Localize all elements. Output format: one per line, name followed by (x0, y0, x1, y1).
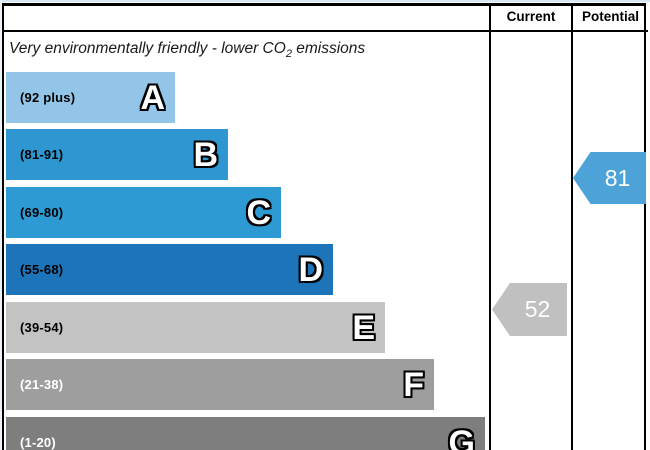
band-range-label: (69-80) (20, 205, 64, 220)
potential-column-divider (571, 3, 573, 450)
band-row-a: (92 plus) A (6, 72, 175, 123)
band-range-label: (1-20) (20, 435, 56, 450)
band-letter: A (140, 78, 165, 117)
band-letter: E (352, 308, 375, 347)
band-row-e: (39-54) E (6, 302, 385, 353)
column-header-current: Current (506, 9, 556, 24)
band-row-d: (55-68) D (6, 244, 333, 295)
band-range-label: (39-54) (20, 320, 64, 335)
band-row-b: (81-91) B (6, 129, 228, 180)
band-row-c: (69-80) C (6, 187, 281, 238)
band-range-label: (21-38) (20, 377, 64, 392)
column-header-potential: Potential (581, 9, 639, 24)
chart-frame (2, 3, 646, 450)
header-divider-line (2, 30, 648, 32)
band-range-label: (55-68) (20, 262, 64, 277)
band-letter: D (298, 250, 323, 289)
current-column-divider (489, 3, 491, 450)
current-rating-value: 52 (524, 296, 551, 322)
band-letter: F (403, 365, 424, 404)
potential-rating-arrow: 81 (573, 152, 646, 204)
current-rating-arrow: 52 (492, 283, 567, 336)
band-row-g: (1-20) G (6, 417, 485, 450)
chart-title-subscript: 2 (285, 48, 292, 61)
band-range-label: (81-91) (20, 147, 64, 162)
chart-title-text: Very environmentally friendly - lower CO (9, 40, 286, 57)
page-top-edge (0, 0, 650, 2)
band-letter: C (246, 193, 271, 232)
potential-rating-value: 81 (604, 164, 631, 191)
band-letter: G (448, 423, 475, 450)
chart-title: Very environmentally friendly - lower CO… (9, 40, 484, 60)
band-row-f: (21-38) F (6, 359, 434, 410)
page-left-edge (0, 0, 2, 450)
band-letter: B (193, 135, 218, 174)
chart-title-text-after: emissions (291, 40, 366, 57)
band-range-label: (92 plus) (20, 90, 76, 105)
